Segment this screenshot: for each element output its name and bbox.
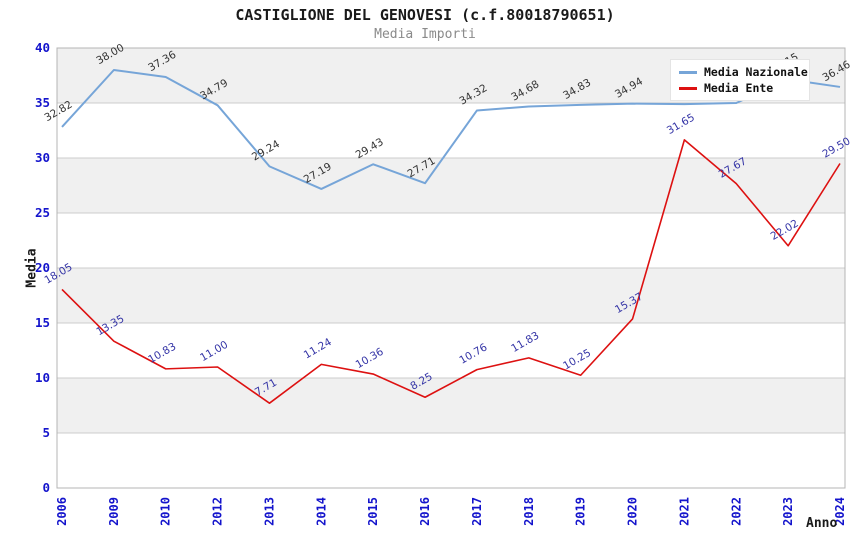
legend-label-media-ente: Media Ente — [704, 81, 774, 95]
x-tick-label: 2021 — [677, 497, 691, 526]
media-ente-swatch-icon — [679, 86, 697, 90]
y-tick-label: 10 — [35, 370, 50, 385]
x-tick-label: 2013 — [262, 497, 276, 526]
x-tick-label: 2009 — [107, 497, 121, 526]
plot-border — [56, 47, 846, 489]
legend-item-media-nazionale: Media Nazionale — [679, 64, 808, 80]
y-tick-label: 15 — [35, 315, 50, 330]
x-tick-label: 2023 — [781, 497, 795, 526]
x-tick-label: 2018 — [522, 497, 536, 526]
y-tick-label: 0 — [42, 480, 50, 495]
plot-band — [57, 103, 845, 158]
x-tick-label: 2016 — [418, 497, 432, 526]
y-tick-label: 40 — [35, 40, 50, 55]
chart-legend: Media Nazionale Media Ente — [670, 59, 810, 101]
media-nazionale-line — [61, 69, 841, 190]
x-tick-label: 2012 — [211, 497, 225, 526]
x-axis-title: Anno — [806, 516, 838, 531]
media-ente-line — [61, 139, 841, 404]
y-tick-label: 25 — [35, 205, 50, 220]
x-tick-label: 2020 — [626, 497, 640, 526]
x-tick-label: 2006 — [55, 497, 69, 526]
x-tick-label: 2017 — [470, 497, 484, 526]
plot-band — [57, 213, 845, 268]
y-tick-label: 20 — [35, 260, 50, 275]
legend-item-media-ente: Media Ente — [679, 80, 805, 96]
y-axis-title: Media — [24, 248, 40, 288]
page-title: CASTIGLIONE DEL GENOVESI (c.f.8001879065… — [235, 6, 615, 24]
plot-band — [57, 433, 845, 488]
media-nazionale-swatch-icon — [679, 70, 697, 74]
x-tick-label: 2014 — [314, 497, 328, 526]
x-tick-label: 2024 — [833, 497, 847, 526]
plot-band — [57, 158, 845, 213]
x-tick-label: 2010 — [159, 497, 173, 526]
plot-band — [57, 378, 845, 433]
page-subtitle: Media Importi — [374, 27, 476, 42]
y-tick-label: 35 — [35, 95, 50, 110]
y-tick-label: 30 — [35, 150, 50, 165]
plot-band — [57, 268, 845, 323]
legend-label-media-nazionale: Media Nazionale — [704, 65, 808, 79]
y-tick-label: 5 — [42, 425, 50, 440]
x-tick-label: 2022 — [729, 497, 743, 526]
x-tick-label: 2015 — [366, 497, 380, 526]
x-tick-label: 2019 — [574, 497, 588, 526]
